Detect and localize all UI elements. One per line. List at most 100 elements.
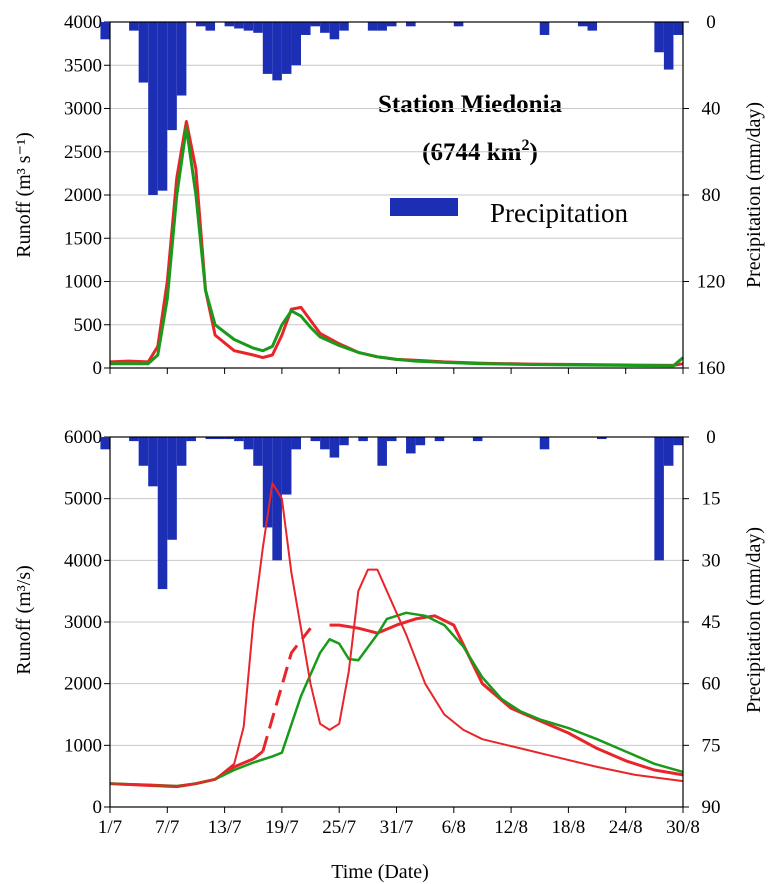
bottom-precip-bar: [539, 437, 550, 450]
bottom-precip-bar: [320, 437, 330, 450]
top-precip-bar: [148, 22, 158, 195]
bottom-precip-bar: [281, 437, 292, 495]
bottom-precip-bar: [224, 437, 235, 440]
top-precip-bar: [224, 22, 235, 27]
bottom-precip-bar: [339, 437, 349, 446]
top-precip-bar: [406, 22, 416, 27]
bottom-plot-frame: [109, 436, 684, 808]
bottom-precip-bar: [167, 437, 177, 540]
top-precip-bar: [100, 22, 110, 40]
bottom-precip-bar: [663, 437, 674, 466]
legend-precip-swatch: [390, 198, 458, 216]
bottom-precip-axis-label: Precipitation (mm/day): [743, 527, 765, 713]
top-precip-bar: [320, 22, 330, 33]
top-precip-bar: [673, 22, 683, 35]
bottom-precip-bar: [148, 437, 158, 487]
top-simulated-line: [110, 126, 684, 368]
top-precip-axis-label: Precipitation (mm/day): [743, 102, 765, 288]
bottom-precip-bar: [234, 437, 244, 442]
top-left-tick-label: 1000: [64, 272, 102, 293]
top-precip-bar: [205, 22, 216, 31]
top-left-tick-label: 3500: [64, 55, 102, 76]
bottom-precip-bar: [415, 437, 426, 446]
bottom-precip-bar: [205, 437, 216, 440]
bottom-precip-bar: [186, 437, 196, 442]
top-right-tick-label: 160: [697, 358, 726, 379]
bottom-precip-bar: [253, 437, 263, 466]
top-precip-bar: [539, 22, 550, 35]
x-tick-label: 13/7: [208, 817, 242, 838]
bottom-precip-bar: [157, 437, 168, 590]
bottom-left-tick-label: 4000: [64, 550, 102, 571]
top-left-tick-label: 2000: [64, 185, 102, 206]
top-precip-bar: [453, 22, 464, 27]
top-plot-frame: [109, 21, 684, 369]
bottom-panel: 0 1000 2000 3000 4000 5000 6000 0 15 30 45 60 75 90 1/…: [64, 427, 721, 838]
bottom-right-tick-label: 60: [702, 674, 721, 695]
top-precip-bar: [367, 22, 378, 31]
top-left-tick-label: 500: [74, 315, 103, 336]
top-right-tick-label: 120: [697, 272, 726, 293]
legend-precip-label: Precipitation: [490, 198, 628, 228]
bottom-left-tick-label: 1000: [64, 735, 102, 756]
top-runoff-axis-label: Runoff (m³ s⁻¹): [13, 132, 35, 258]
top-precip-bar: [329, 22, 340, 40]
top-precip-bar: [195, 22, 206, 27]
top-right-tick-label: 0: [706, 12, 716, 33]
bottom-precip-bar: [129, 437, 139, 442]
bottom-precip-bar: [138, 437, 149, 466]
top-left-tick-label: 3000: [64, 99, 102, 120]
bottom-left-tick-label: 6000: [64, 427, 102, 448]
bottom-right-tick-label: 0: [706, 427, 716, 448]
bottom-observed-line: [109, 482, 684, 787]
top-observed-line: [109, 120, 684, 367]
x-tick-label: 18/8: [552, 817, 586, 838]
bottom-precip-bar: [386, 437, 397, 442]
x-tick-label: 30/8: [666, 817, 700, 838]
bottom-left-tick-label: 3000: [64, 612, 102, 633]
x-tick-label: 19/7: [265, 817, 299, 838]
top-precip-bar: [301, 22, 311, 35]
top-left-tick-label: 2500: [64, 142, 102, 163]
x-tick-label: 25/7: [322, 817, 356, 838]
top-right-tick-label: 40: [702, 99, 721, 120]
bottom-precip-bar: [377, 437, 387, 466]
bottom-right-tick-label: 45: [702, 612, 721, 633]
bottom-precip-bar: [310, 437, 321, 442]
top-precip-bar: [262, 22, 273, 74]
bottom-precip-bar: [329, 437, 340, 458]
top-right-tick-label: 80: [702, 185, 721, 206]
bottom-observed-line: [329, 614, 684, 777]
bottom-precip-bar: [434, 437, 445, 442]
top-precip-bar: [253, 22, 263, 33]
x-tick-label: 12/8: [494, 817, 528, 838]
bottom-simulated-line: [109, 611, 684, 788]
x-tick-label: 6/8: [442, 817, 466, 838]
top-precip-bar: [176, 22, 187, 96]
bottom-right-tick-label: 90: [702, 797, 721, 818]
top-left-tick-label: 0: [93, 358, 103, 379]
x-tick-label: 7/7: [155, 817, 179, 838]
top-precip-bar: [386, 22, 397, 27]
top-left-tick-label: 1500: [64, 228, 102, 249]
bottom-right-tick-label: 30: [702, 550, 721, 571]
x-tick-label: 24/8: [609, 817, 643, 838]
bottom-precip-bar: [176, 437, 187, 466]
bottom-runoff-axis-label: Runoff (m³/s): [13, 565, 35, 675]
bottom-precip-bar: [100, 437, 110, 450]
top-precip-bar: [587, 22, 598, 31]
top-precip-bar: [234, 22, 244, 29]
bottom-left-tick-label: 0: [93, 797, 103, 818]
bottom-precip-bar: [406, 437, 416, 454]
bottom-precip-bar: [243, 437, 254, 450]
bottom-precip-bar: [262, 437, 273, 528]
top-precip-bar: [310, 22, 321, 27]
top-precip-bar: [577, 22, 588, 27]
top-precip-bar: [663, 22, 674, 70]
bottom-precip-bar: [472, 437, 483, 442]
x-tick-label: 31/7: [380, 817, 414, 838]
x-axis-label: Time (Date): [331, 861, 429, 883]
bottom-left-tick-label: 5000: [64, 489, 102, 510]
top-precip-bar: [157, 22, 168, 191]
